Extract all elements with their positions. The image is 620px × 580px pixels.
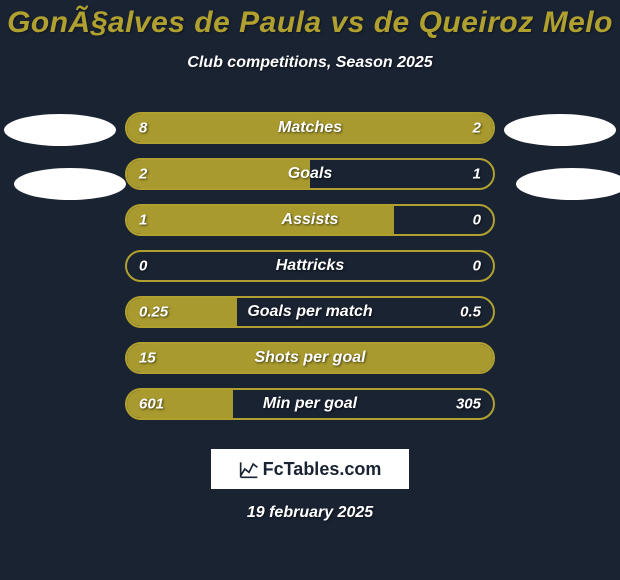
chart-icon xyxy=(239,459,259,479)
comparison-chart: 82Matches 21Goals 10Assists 00Hattricks 0.25… xyxy=(0,112,620,420)
club-badge-left-1 xyxy=(4,114,116,146)
metric-label: Assists xyxy=(127,211,493,229)
metric-label: Min per goal xyxy=(127,395,493,413)
stat-row: 601305Min per goal xyxy=(125,388,495,420)
stat-row: 21Goals xyxy=(125,158,495,190)
stat-row: 15Shots per goal xyxy=(125,342,495,374)
watermark-text: FcTables.com xyxy=(263,459,382,480)
stat-row: 0.250.5Goals per match xyxy=(125,296,495,328)
subtitle: Club competitions, Season 2025 xyxy=(0,54,620,72)
stat-row: 10Assists xyxy=(125,204,495,236)
watermark-logo: FcTables.com xyxy=(210,448,410,490)
club-badge-left-2 xyxy=(14,168,126,200)
club-badge-right-2 xyxy=(516,168,620,200)
metric-label: Goals per match xyxy=(127,303,493,321)
bars-container: 82Matches 21Goals 10Assists 00Hattricks 0.25… xyxy=(125,112,495,420)
date-label: 19 february 2025 xyxy=(0,504,620,522)
stat-row: 00Hattricks xyxy=(125,250,495,282)
metric-label: Goals xyxy=(127,165,493,183)
stat-row: 82Matches xyxy=(125,112,495,144)
page-title: GonÃ§alves de Paula vs de Queiroz Melo xyxy=(0,0,620,40)
club-badge-right-1 xyxy=(504,114,616,146)
metric-label: Shots per goal xyxy=(127,349,493,367)
metric-label: Hattricks xyxy=(127,257,493,275)
metric-label: Matches xyxy=(127,119,493,137)
